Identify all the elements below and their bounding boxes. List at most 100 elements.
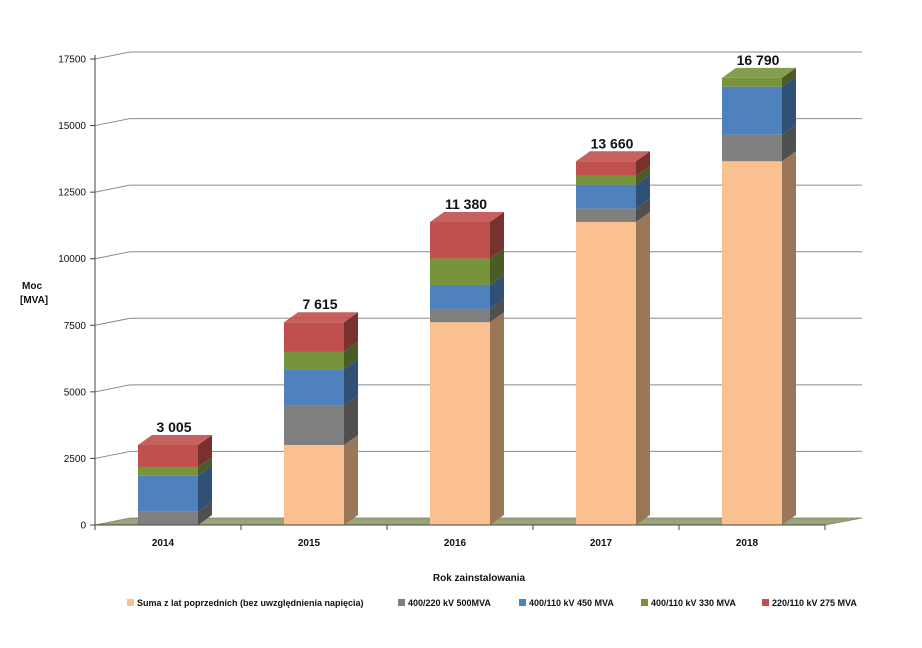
bar-segment-side	[344, 312, 358, 352]
legend-swatch	[762, 599, 769, 606]
bar-segment	[576, 184, 636, 209]
legend-label: Suma z lat poprzednich (bez uwzględnieni…	[137, 598, 364, 608]
legend-label: 400/110 kV 330 MVA	[651, 598, 736, 608]
y-axis: 0 2500 5000 7500 10000 12500 15000 17500	[58, 55, 96, 532]
bar-segment	[430, 308, 490, 323]
bar-segment	[576, 175, 636, 185]
legend-item: Suma z lat poprzednich (bez uwzględnieni…	[127, 598, 364, 608]
legend-label: 400/110 kV 450 MVA	[529, 598, 614, 608]
x-category-label: 2017	[590, 538, 613, 549]
bar-segment	[284, 369, 344, 406]
legend-label: 220/110 kV 275 MVA	[772, 598, 857, 608]
bar-segment-side	[490, 298, 504, 323]
gridline-side	[94, 51, 131, 60]
total-label: 3 005	[156, 419, 191, 435]
legend-item: 220/110 kV 275 MVA	[762, 598, 857, 608]
bar-segment-side	[344, 341, 358, 370]
bar-top	[430, 211, 504, 222]
bar-segment-side	[636, 174, 650, 209]
bar-stack-2018	[722, 67, 796, 525]
bar-segment	[138, 444, 198, 467]
bar-segment	[722, 77, 782, 87]
bar-segment	[430, 284, 490, 309]
bar-segment	[430, 322, 490, 525]
bar-stack-2015	[284, 312, 358, 525]
total-label: 7 615	[302, 296, 337, 312]
bar-segment-side	[490, 248, 504, 285]
bar-segment-side	[198, 465, 212, 512]
bar-segment-side	[490, 312, 504, 525]
bar-segment	[576, 161, 636, 176]
gridline-side	[94, 450, 131, 459]
x-category-label: 2014	[152, 538, 175, 549]
bar-segment-side	[490, 274, 504, 309]
bars	[138, 67, 796, 525]
bar-top	[722, 67, 796, 78]
bar-segment-side	[636, 211, 650, 525]
y-tick-label: 5000	[64, 387, 87, 398]
bar-segment-side	[344, 359, 358, 406]
bar-segment-side	[636, 165, 650, 185]
legend-swatch	[127, 599, 134, 606]
legend-label: 400/220 kV 500MVA	[408, 598, 491, 608]
total-labels: 3 005 7 615 11 380 13 660 16 790	[156, 52, 779, 435]
bar-segment-side	[344, 395, 358, 445]
x-axis: 2014 2015 2016 2017 2018	[94, 524, 826, 549]
bar-stack-2014	[138, 434, 212, 525]
bar-stack-2017	[576, 151, 650, 525]
bar-segment-side	[490, 211, 504, 259]
bar-segment-side	[344, 434, 358, 525]
gridline-side	[94, 184, 131, 193]
bar-segment-side	[782, 124, 796, 162]
bar-segment	[138, 475, 198, 512]
total-label: 13 660	[591, 135, 634, 151]
bar-segment-side	[198, 501, 212, 525]
bar-segment	[284, 444, 344, 525]
legend-item: 400/220 kV 500MVA	[398, 598, 491, 608]
bar-segment-side	[782, 151, 796, 525]
bar-segment	[284, 351, 344, 370]
x-category-label: 2015	[298, 538, 321, 549]
bar-segment	[722, 161, 782, 525]
bar-segment	[722, 134, 782, 162]
bar-top	[284, 312, 358, 323]
bar-segment-side	[636, 151, 650, 176]
bar-top	[576, 151, 650, 162]
y-tick-label: 7500	[64, 321, 87, 332]
total-label: 16 790	[737, 52, 780, 68]
y-tick-label: 2500	[64, 454, 87, 465]
legend-swatch	[641, 599, 648, 606]
gridline-side	[94, 251, 131, 260]
bar-stack-2016	[430, 211, 504, 525]
gridline-side	[94, 118, 131, 127]
legend-item: 400/110 kV 450 MVA	[519, 598, 614, 608]
legend-swatch	[519, 599, 526, 606]
y-tick-label: 12500	[58, 188, 86, 199]
bar-segment	[284, 322, 344, 352]
x-category-label: 2016	[444, 538, 467, 549]
x-axis-title: Rok zainstalowania	[433, 573, 526, 584]
bar-segment-side	[782, 67, 796, 87]
y-tick-label: 15000	[58, 121, 86, 132]
legend: Suma z lat poprzednich (bez uwzględnieni…	[127, 598, 857, 608]
bar-top	[138, 434, 212, 445]
y-axis-title-line2: [MVA]	[20, 295, 48, 306]
y-axis-title-line1: Moc	[22, 281, 42, 292]
gridline-side	[94, 384, 131, 393]
bar-segment-side	[636, 198, 650, 222]
bar-segment-side	[198, 456, 212, 476]
x-category-label: 2018	[736, 538, 759, 549]
bar-segment	[722, 86, 782, 135]
total-label: 11 380	[445, 196, 487, 212]
legend-swatch	[398, 599, 405, 606]
gridline-side	[94, 317, 131, 326]
y-tick-label: 17500	[58, 55, 86, 66]
bar-segment	[430, 258, 490, 285]
bar-segment	[430, 221, 490, 259]
bar-segment	[576, 221, 636, 525]
bar-segment	[138, 466, 198, 476]
bar-segment-side	[782, 76, 796, 135]
y-tick-label: 0	[80, 521, 86, 532]
bar-segment	[138, 511, 198, 525]
legend-item: 400/110 kV 330 MVA	[641, 598, 736, 608]
